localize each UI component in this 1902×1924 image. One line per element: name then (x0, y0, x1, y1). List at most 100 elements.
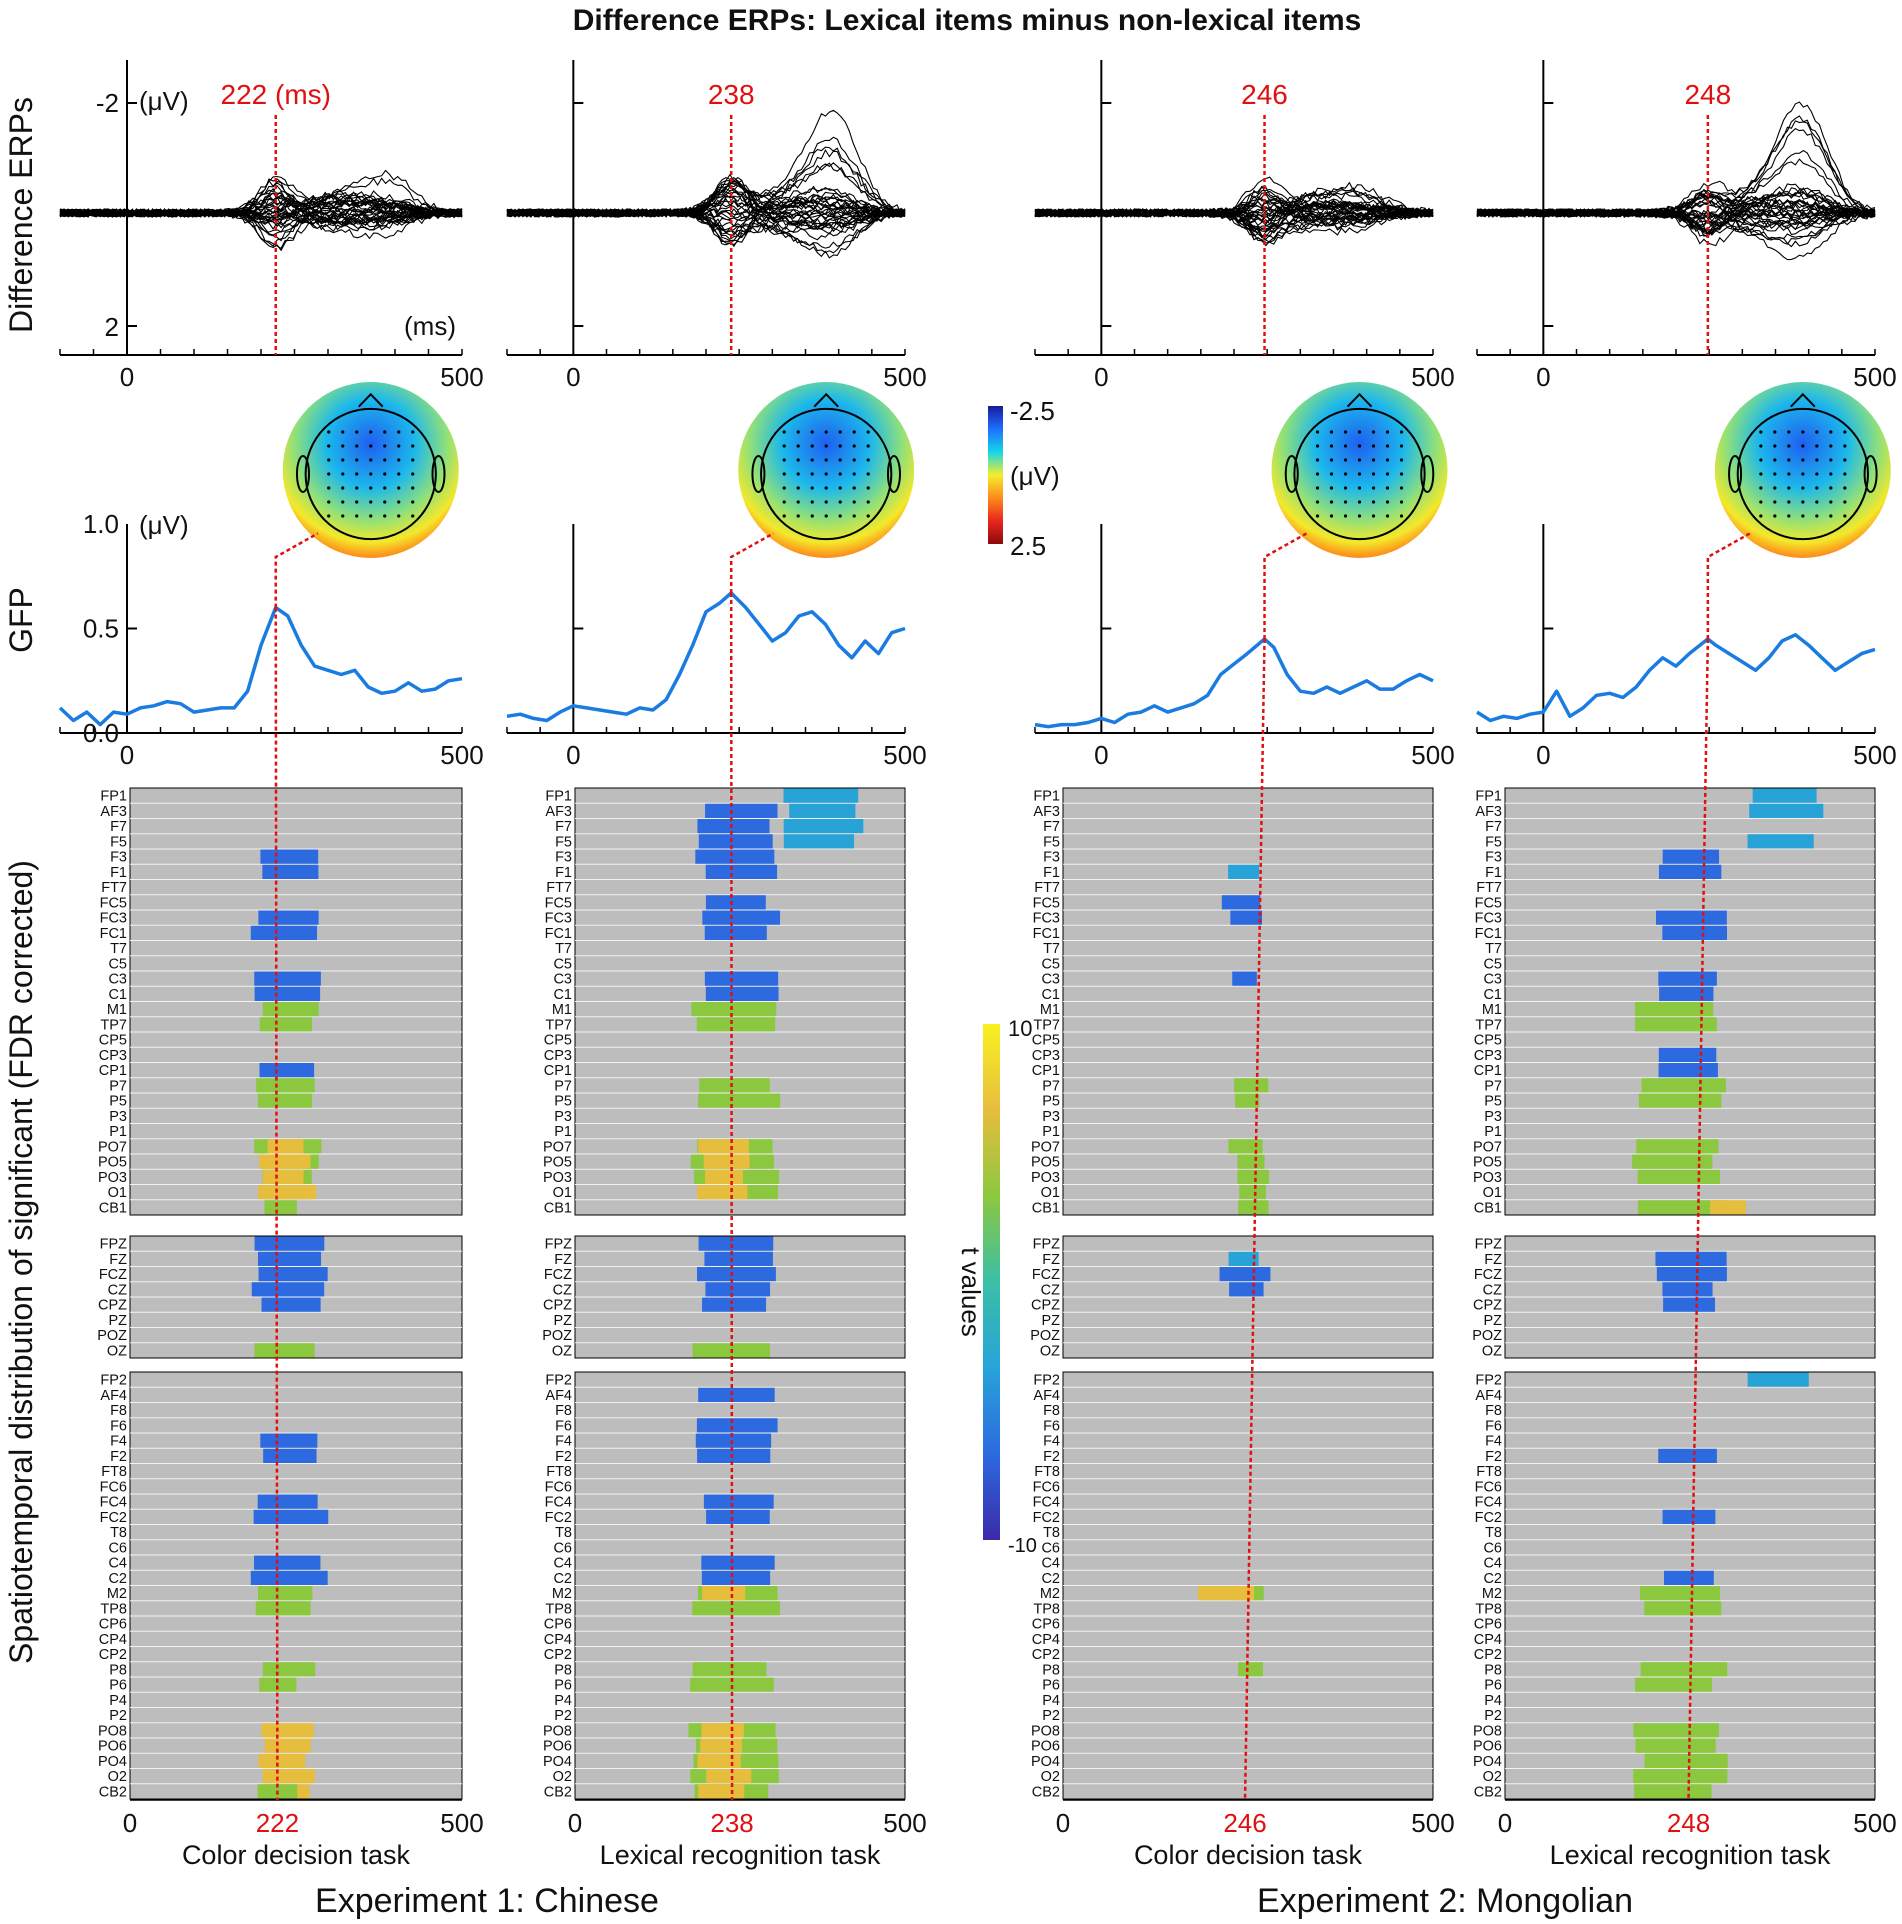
heatmap-channel-label: O1 (108, 1185, 127, 1201)
heatmap-channel-label: OZ (1482, 1343, 1502, 1359)
heatmap-cell (1663, 1570, 1714, 1585)
heatmap-cell (262, 864, 319, 879)
heatmap-channel-label: AF4 (1475, 1388, 1502, 1404)
heatmap-cell (704, 925, 767, 940)
heatmap-channel-label: P8 (109, 1662, 127, 1678)
erp-peak-label: 246 (1241, 79, 1288, 110)
heatmap-channel-label: CP2 (544, 1647, 572, 1663)
t-colorbar-title: t values (956, 1247, 986, 1337)
heatmap-channel-label: PO7 (98, 1139, 127, 1155)
heatmap-channel-label: FC2 (1475, 1510, 1502, 1526)
erp-traces (1034, 176, 1434, 247)
heatmap-channel-label: C6 (108, 1540, 127, 1556)
topomap-electrode (1829, 500, 1833, 504)
topomap-electrode (866, 458, 870, 462)
heatmap-channel-label: P4 (1042, 1693, 1060, 1709)
topomap-electrode (824, 514, 828, 518)
heatmap-channel-label: T8 (555, 1525, 572, 1541)
heatmap-channel-label: C2 (1483, 1571, 1502, 1587)
topomap-electrode (397, 430, 401, 434)
topomap-electrode (397, 500, 401, 504)
topomap-electrode (327, 500, 331, 504)
heatmap-channel-label: T8 (1485, 1525, 1502, 1541)
topomap-electrode (327, 444, 331, 448)
heatmap-cell (705, 864, 778, 879)
heatmap-channel-label: CP5 (1474, 1033, 1502, 1049)
heatmap-channel-label: C1 (553, 987, 572, 1003)
erp-x-tick-label: 0 (566, 362, 580, 392)
heatmap-channel-label: FC3 (100, 911, 127, 927)
heatmap-channel-label: FT8 (1476, 1464, 1502, 1480)
heatmap-channel-label: P6 (109, 1678, 127, 1694)
heatmap-cell (698, 1093, 781, 1108)
heatmap-channel-label: C6 (553, 1540, 572, 1556)
heatmap-channel-label: F2 (555, 1449, 572, 1465)
experiment-2-label: Experiment 2: Mongolian (1257, 1882, 1633, 1920)
heatmap-cell (1234, 1078, 1269, 1093)
topomap-electrode (341, 444, 345, 448)
topomap-electrode (1759, 514, 1763, 518)
t-colorbar-bar (983, 1024, 1000, 1540)
topomap-electrode (796, 430, 800, 434)
topomap-electrode (1801, 444, 1805, 448)
gfp-x-tick-label: 0 (120, 740, 134, 770)
erp-traces (506, 109, 906, 259)
heatmap-channel-label: FC5 (1033, 895, 1060, 911)
topomap-electrode (383, 472, 387, 476)
heatmap-channel-label: P5 (109, 1094, 127, 1110)
heatmap-channel-label: FC6 (1475, 1479, 1502, 1495)
topomap-electrode (1329, 514, 1334, 518)
heatmap-channel-label: C3 (108, 972, 127, 988)
heatmap-cell (259, 1154, 311, 1169)
heatmap-channel-label: O1 (553, 1185, 572, 1201)
topomap-electrode (1829, 486, 1833, 490)
heatmap-cell (1230, 910, 1263, 925)
row-label-heatmap: Spatiotemporal distribution of significa… (3, 860, 39, 1664)
topomap-electrode (1843, 458, 1847, 462)
heatmap-channel-label: P4 (109, 1693, 127, 1709)
heatmap-cell (789, 803, 856, 818)
heatmap-x-tick-label: 0 (1498, 1808, 1512, 1838)
heatmap-cell (1662, 1509, 1716, 1524)
heatmap-channel-label: FP1 (1475, 789, 1502, 805)
heatmap-cell (1662, 1282, 1713, 1297)
topomap-electrode (1343, 444, 1348, 448)
topomap-electrode (1815, 500, 1819, 504)
heatmap-channel-label: CP5 (544, 1033, 572, 1049)
heatmap: FP1AF3F7F5F3F1FT7FC5FC3FC1T7C5C3C1M1TP7C… (97, 787, 484, 1870)
topomap-electrode (327, 472, 331, 476)
heatmap-channel-label: F1 (1043, 865, 1060, 881)
erp-trace (1476, 194, 1876, 231)
topomap-electrode (1371, 458, 1376, 462)
heatmap-channel-label: FT7 (101, 880, 127, 896)
gfp-line (58, 605, 463, 727)
heatmap-channel-label: PZ (553, 1313, 572, 1329)
topomap-electrode (1357, 458, 1362, 462)
heatmap-channel-label: C3 (1041, 972, 1060, 988)
heatmap-cell (259, 1063, 315, 1078)
heatmap-channel-label: AF3 (100, 804, 127, 820)
heatmap-channel-label: F4 (110, 1434, 127, 1450)
heatmap-channel-label: FP1 (100, 789, 127, 805)
heatmap-channel-label: CB2 (544, 1784, 572, 1800)
heatmap-cell (700, 1738, 743, 1753)
topomap-head (1736, 407, 1869, 541)
heatmap-channel-label: F2 (1485, 1449, 1502, 1465)
topomap-electrode (810, 444, 814, 448)
erp-trace (59, 194, 463, 218)
topomap-electrode (1329, 444, 1334, 448)
heatmap-cell (1656, 1267, 1727, 1282)
topo-colorbar-min: -2.5 (1010, 396, 1055, 426)
topomap-electrode (369, 486, 373, 490)
heatmap-channel-label: M1 (1482, 1002, 1502, 1018)
topomap-electrode (1815, 472, 1819, 476)
heatmap-channel-label: CP3 (99, 1048, 127, 1064)
heatmap-channel-label: P6 (1042, 1678, 1060, 1694)
heatmap-channel-label: O1 (1483, 1185, 1502, 1201)
heatmap-channel-label: P5 (1484, 1094, 1502, 1110)
topomap-electrode (824, 472, 828, 476)
heatmap-channel-label: CP1 (1474, 1063, 1502, 1079)
heatmap-channel-label: F7 (1485, 819, 1502, 835)
erp-traces (59, 169, 463, 252)
heatmap-cell (254, 1343, 315, 1358)
